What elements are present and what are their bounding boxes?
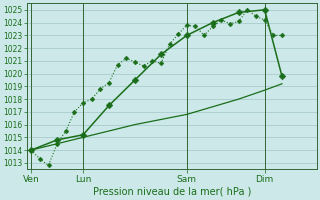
X-axis label: Pression niveau de la mer( hPa ): Pression niveau de la mer( hPa ) — [92, 187, 251, 197]
